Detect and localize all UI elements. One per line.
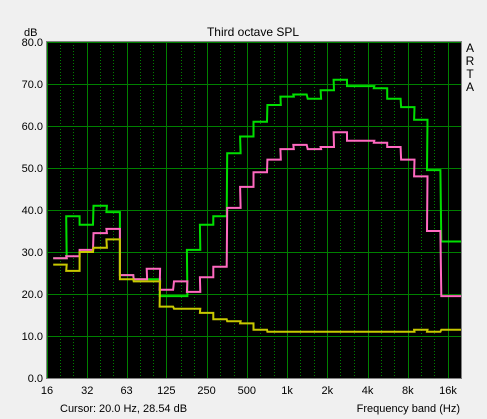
x-tick-label: 125 [157,385,175,397]
x-tick-label: 16 [41,385,53,397]
x-tick-labels: 16 32 63 125 250 500 1k 2k 4k 8k 16k [41,385,458,397]
y-axis-label: dB [24,27,37,39]
watermark-letter: R [466,54,475,68]
x-tick-label: 2k [322,385,334,397]
x-axis-label: Frequency band (Hz) [357,403,460,415]
x-tick-label: 63 [120,385,132,397]
watermark-letter: T [466,67,474,81]
y-tick-label: 80.0 [22,37,43,49]
x-tick-label: 16k [439,385,457,397]
chart-title: Third octave SPL [207,25,299,39]
y-tick-labels: 0.0 10.0 20.0 30.0 40.0 50.0 60.0 70.0 80.0 [22,37,43,385]
series-group [53,78,461,333]
y-tick-label: 30.0 [22,247,43,259]
x-tick-label: 1k [281,385,293,397]
x-tick-label: 8k [402,385,414,397]
y-tick-label: 50.0 [22,163,43,175]
x-tick-label: 4k [362,385,374,397]
y-tick-label: 40.0 [22,205,43,217]
y-tick-label: 20.0 [22,289,43,301]
cursor-label: Cursor: [60,403,96,415]
watermark-letter: A [466,80,474,94]
cursor-readout: 20.0 Hz, 28.54 dB [99,403,187,415]
watermark-letter: A [466,41,474,55]
y-tick-label: 60.0 [22,121,43,133]
x-tick-label: 250 [197,385,215,397]
x-tick-label: 500 [238,385,256,397]
y-tick-label: 70.0 [22,79,43,91]
x-tick-label: 32 [81,385,93,397]
series-line-2 [53,131,461,298]
series-line-3 [53,238,461,333]
y-tick-label: 10.0 [22,331,43,343]
y-tick-label: 0.0 [28,373,43,385]
plot-frame [46,41,462,379]
